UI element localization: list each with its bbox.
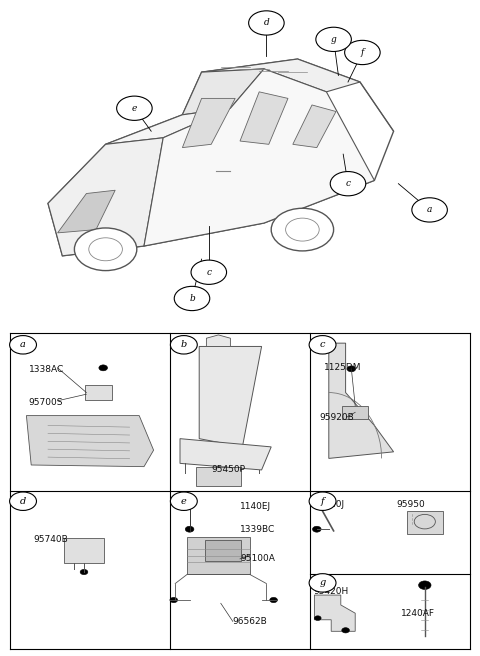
Polygon shape [182, 98, 235, 148]
Bar [85, 385, 111, 400]
Polygon shape [144, 69, 374, 246]
Circle shape [314, 616, 321, 621]
Text: d: d [264, 18, 269, 28]
Text: 1140EJ: 1140EJ [240, 502, 271, 510]
Polygon shape [329, 343, 394, 459]
Polygon shape [26, 416, 154, 466]
Polygon shape [206, 335, 230, 346]
Circle shape [170, 336, 197, 354]
Polygon shape [240, 92, 288, 144]
Polygon shape [106, 108, 230, 144]
Text: e: e [132, 104, 137, 113]
Polygon shape [180, 439, 271, 470]
Bar [407, 512, 443, 534]
Circle shape [170, 598, 178, 603]
Circle shape [309, 573, 336, 592]
Circle shape [271, 209, 334, 251]
Text: a: a [20, 340, 26, 349]
Text: 1125DM: 1125DM [324, 363, 361, 373]
Polygon shape [48, 138, 163, 256]
Text: 95950: 95950 [396, 500, 425, 509]
Circle shape [186, 501, 193, 506]
Circle shape [185, 526, 194, 532]
Bar [342, 406, 369, 419]
Circle shape [10, 336, 36, 354]
Text: e: e [181, 497, 187, 506]
Text: 95740B: 95740B [34, 535, 68, 544]
Text: 1240AF: 1240AF [401, 609, 435, 618]
Text: c: c [320, 340, 325, 349]
Circle shape [99, 365, 108, 371]
Circle shape [270, 598, 277, 603]
Circle shape [345, 41, 380, 64]
Polygon shape [199, 346, 262, 447]
Bar [196, 468, 241, 485]
Text: c: c [346, 179, 350, 188]
Circle shape [419, 581, 431, 590]
Text: 95700S: 95700S [29, 398, 63, 407]
Circle shape [330, 171, 366, 195]
Circle shape [74, 228, 137, 270]
Bar [187, 537, 250, 575]
Circle shape [312, 526, 321, 532]
Text: g: g [319, 579, 326, 587]
Circle shape [309, 336, 336, 354]
Text: 95450P: 95450P [211, 466, 245, 474]
Polygon shape [314, 595, 355, 631]
Text: 95920B: 95920B [319, 413, 354, 422]
Circle shape [412, 198, 447, 222]
Text: 95420J: 95420J [313, 500, 345, 509]
Circle shape [10, 492, 36, 510]
Bar [205, 540, 241, 562]
Circle shape [174, 286, 210, 311]
Polygon shape [202, 59, 360, 92]
Text: b: b [189, 294, 195, 303]
Circle shape [342, 628, 349, 633]
Polygon shape [182, 69, 264, 115]
Text: 95420H: 95420H [313, 587, 348, 596]
Bar [63, 539, 104, 563]
Text: 1338AC: 1338AC [29, 365, 64, 374]
Polygon shape [58, 190, 115, 233]
Polygon shape [293, 105, 336, 148]
Text: 1339BC: 1339BC [240, 525, 275, 534]
Text: 96562B: 96562B [233, 617, 267, 626]
Text: c: c [206, 268, 211, 277]
Circle shape [170, 492, 197, 510]
Circle shape [80, 569, 88, 575]
Text: f: f [360, 48, 364, 57]
Text: b: b [180, 340, 187, 349]
Text: d: d [20, 497, 26, 506]
Text: 95100A: 95100A [240, 554, 275, 564]
Text: f: f [321, 497, 324, 506]
Circle shape [347, 366, 356, 372]
Circle shape [117, 96, 152, 120]
Circle shape [316, 28, 351, 51]
Text: a: a [427, 205, 432, 215]
Circle shape [191, 260, 227, 285]
Circle shape [249, 11, 284, 35]
Circle shape [309, 492, 336, 510]
Text: g: g [331, 35, 336, 44]
